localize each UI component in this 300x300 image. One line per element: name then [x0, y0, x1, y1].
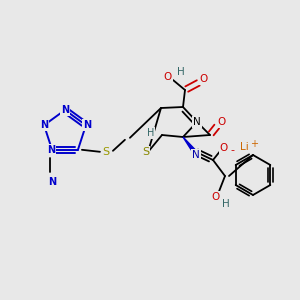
Text: O: O	[164, 72, 172, 82]
Text: H: H	[222, 199, 230, 209]
Polygon shape	[183, 137, 195, 152]
Text: S: S	[142, 147, 150, 157]
Text: N: N	[83, 120, 91, 130]
Text: N: N	[40, 120, 48, 130]
Text: N: N	[47, 145, 55, 155]
Text: N: N	[192, 150, 200, 160]
Text: H: H	[177, 67, 185, 77]
Text: -: -	[230, 145, 234, 155]
Text: O: O	[199, 74, 207, 84]
Text: S: S	[102, 147, 110, 157]
Text: O: O	[220, 143, 228, 153]
Text: O: O	[211, 192, 219, 202]
Text: N: N	[193, 117, 201, 127]
Text: Li: Li	[240, 142, 248, 152]
Text: N: N	[48, 177, 56, 187]
Text: H: H	[147, 128, 155, 138]
Text: N: N	[61, 105, 69, 115]
Text: O: O	[217, 117, 225, 127]
Text: +: +	[250, 139, 258, 149]
